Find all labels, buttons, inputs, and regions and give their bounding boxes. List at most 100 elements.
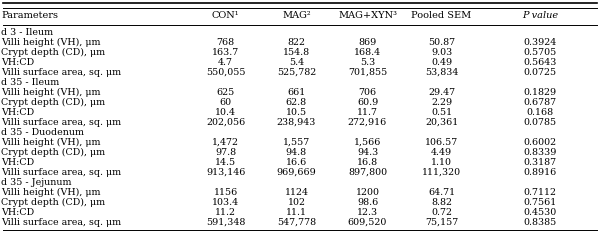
Text: d 35 - Ileum: d 35 - Ileum [1,78,59,87]
Text: 75,157: 75,157 [425,218,458,227]
Text: Crypt depth (CD), μm: Crypt depth (CD), μm [1,198,106,207]
Text: 0.6002: 0.6002 [523,138,557,147]
Text: 0.8385: 0.8385 [523,218,557,227]
Text: 0.7561: 0.7561 [523,198,557,207]
Text: 168.4: 168.4 [354,48,381,57]
Text: 0.168: 0.168 [526,108,554,117]
Text: VH:CD: VH:CD [1,158,34,167]
Text: 12.3: 12.3 [357,208,378,217]
Text: d 3 - Ileum: d 3 - Ileum [1,28,53,37]
Text: Villi surface area, sq. μm: Villi surface area, sq. μm [1,218,121,227]
Text: 163.7: 163.7 [212,48,239,57]
Text: d 35 - Duodenum: d 35 - Duodenum [1,128,84,137]
Text: 768: 768 [217,38,235,47]
Text: VH:CD: VH:CD [1,108,34,117]
Text: 1.10: 1.10 [431,158,452,167]
Text: 913,146: 913,146 [206,168,245,177]
Text: Crypt depth (CD), μm: Crypt depth (CD), μm [1,98,106,107]
Text: 550,055: 550,055 [206,68,245,77]
Text: 106.57: 106.57 [425,138,458,147]
Text: 5.4: 5.4 [289,58,304,67]
Text: 11.7: 11.7 [357,108,378,117]
Text: 0.3924: 0.3924 [523,38,557,47]
Text: 272,916: 272,916 [348,118,387,127]
Text: 14.5: 14.5 [215,158,236,167]
Text: 60: 60 [220,98,232,107]
Text: 1156: 1156 [214,188,238,197]
Text: 2.29: 2.29 [431,98,452,107]
Text: P value: P value [522,12,558,20]
Text: 11.2: 11.2 [215,208,236,217]
Text: 525,782: 525,782 [277,68,316,77]
Text: 50.87: 50.87 [428,38,455,47]
Text: 94.8: 94.8 [286,148,307,157]
Text: 16.6: 16.6 [286,158,307,167]
Text: 53,834: 53,834 [425,68,458,77]
Text: 202,056: 202,056 [206,118,245,127]
Text: Parameters: Parameters [1,12,58,20]
Text: 0.0725: 0.0725 [523,68,557,77]
Text: 10.5: 10.5 [286,108,307,117]
Text: 0.5705: 0.5705 [523,48,557,57]
Text: VH:CD: VH:CD [1,58,34,67]
Text: 62.8: 62.8 [286,98,307,107]
Text: 60.9: 60.9 [357,98,378,107]
Text: 111,320: 111,320 [422,168,461,177]
Text: 661: 661 [287,88,305,97]
Text: Villi height (VH), μm: Villi height (VH), μm [1,38,101,47]
Text: 29.47: 29.47 [428,88,455,97]
Text: Crypt depth (CD), μm: Crypt depth (CD), μm [1,48,106,57]
Text: 0.0785: 0.0785 [523,118,557,127]
Text: 0.3187: 0.3187 [523,158,557,167]
Text: 20,361: 20,361 [425,118,458,127]
Text: 897,800: 897,800 [348,168,387,177]
Text: 4.7: 4.7 [218,58,233,67]
Text: 0.6787: 0.6787 [523,98,557,107]
Text: Villi surface area, sq. μm: Villi surface area, sq. μm [1,68,121,77]
Text: 969,669: 969,669 [277,168,316,177]
Text: 1200: 1200 [355,188,380,197]
Text: 103.4: 103.4 [212,198,239,207]
Text: 625: 625 [217,88,235,97]
Text: Villi surface area, sq. μm: Villi surface area, sq. μm [1,118,121,127]
Text: 10.4: 10.4 [215,108,236,117]
Text: 609,520: 609,520 [348,218,387,227]
Text: 98.6: 98.6 [357,198,378,207]
Text: 0.8916: 0.8916 [523,168,557,177]
Text: 16.8: 16.8 [357,158,378,167]
Text: 1,472: 1,472 [212,138,239,147]
Text: 591,348: 591,348 [206,218,245,227]
Text: 701,855: 701,855 [348,68,387,77]
Text: 94.3: 94.3 [357,148,378,157]
Text: 0.1829: 0.1829 [523,88,557,97]
Text: Villi height (VH), μm: Villi height (VH), μm [1,188,101,197]
Text: d 35 - Jejunum: d 35 - Jejunum [1,178,72,187]
Text: CON¹: CON¹ [212,12,239,20]
Text: 97.8: 97.8 [215,148,236,157]
Text: 547,778: 547,778 [277,218,316,227]
Text: 0.51: 0.51 [431,108,452,117]
Text: 9.03: 9.03 [431,48,452,57]
Text: 4.49: 4.49 [431,148,452,157]
Text: 64.71: 64.71 [428,188,455,197]
Text: 1124: 1124 [284,188,308,197]
Text: 822: 822 [287,38,305,47]
Text: 0.72: 0.72 [431,208,452,217]
Text: 1,566: 1,566 [354,138,381,147]
Text: 869: 869 [358,38,377,47]
Text: 102: 102 [287,198,305,207]
Text: VH:CD: VH:CD [1,208,34,217]
Text: Villi surface area, sq. μm: Villi surface area, sq. μm [1,168,121,177]
Text: 0.49: 0.49 [431,58,452,67]
Text: Villi height (VH), μm: Villi height (VH), μm [1,88,101,97]
Text: 706: 706 [358,88,377,97]
Text: 0.4530: 0.4530 [523,208,557,217]
Text: 0.5643: 0.5643 [523,58,557,67]
Text: MAG²: MAG² [282,12,311,20]
Text: 238,943: 238,943 [277,118,316,127]
Text: MAG+XYN³: MAG+XYN³ [338,12,397,20]
Text: 0.8339: 0.8339 [523,148,557,157]
Text: 154.8: 154.8 [283,48,310,57]
Text: 0.7112: 0.7112 [523,188,557,197]
Text: Pooled SEM: Pooled SEM [412,12,472,20]
